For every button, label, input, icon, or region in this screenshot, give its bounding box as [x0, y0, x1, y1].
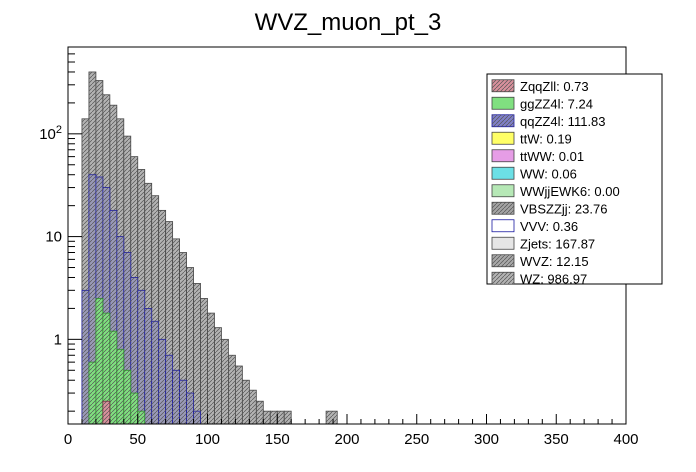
wz-bar-hatch — [277, 411, 285, 424]
legend-box — [486, 73, 663, 285]
legend-swatch-hatch — [492, 114, 514, 127]
legend-entry-label: Zjets: 167.87 — [520, 236, 595, 251]
wz-bar-hatch — [256, 401, 264, 424]
qqzz4l-bar-hatch — [81, 290, 89, 424]
wz-bar-hatch — [158, 210, 166, 424]
wz-bar-hatch — [186, 267, 194, 424]
legend-entry-label: VBSZZjj: 23.76 — [520, 201, 607, 216]
qqzz4l-bar-hatch — [109, 210, 117, 424]
x-tick-label: 150 — [265, 431, 290, 448]
ggzz4l-bar-hatch — [88, 362, 96, 424]
qqzz4l-bar-hatch — [186, 393, 194, 424]
legend-entry-label: WZ: 986.97 — [520, 271, 587, 286]
qqzz4l-bar-hatch — [172, 370, 180, 424]
qqzz4l-bar-hatch — [88, 174, 96, 424]
ggzz4l-bar-hatch — [95, 298, 103, 424]
legend-swatch-hatch — [492, 79, 514, 92]
legend-entry-label: ZqqZll: 0.73 — [520, 79, 589, 94]
legend-swatch-hatch — [492, 254, 514, 267]
histogram-bars — [81, 71, 338, 425]
x-tick-label: 400 — [613, 431, 638, 448]
ggzz4l-bar-hatch — [137, 411, 145, 424]
legend-swatch-hatch — [492, 202, 514, 215]
legend-swatch — [491, 184, 515, 198]
legend: ZqqZll: 0.73 ggZZ4l: 7.24 qqZZ4l: 111.83 tt… — [486, 73, 663, 286]
qqzz4l-bar-hatch — [123, 252, 131, 424]
wz-bar-hatch — [235, 366, 243, 424]
legend-swatch — [491, 96, 515, 110]
legend-swatch — [491, 131, 515, 145]
wz-bar-hatch — [165, 221, 173, 424]
wz-bar-hatch — [242, 380, 250, 424]
wz-bar-hatch — [263, 411, 271, 424]
legend-entry-label: WWjjEWK6: 0.00 — [520, 184, 620, 199]
legend-swatch — [491, 166, 515, 180]
legend-entry-label: ttWW: 0.01 — [520, 149, 584, 164]
x-tick-label: 350 — [544, 431, 569, 448]
wz-bar-hatch — [172, 238, 180, 424]
extra-bin-bar-hatch — [326, 411, 338, 424]
legend-entry-label: WVZ: 12.15 — [520, 254, 589, 269]
qqzz4l-bar-hatch — [165, 355, 173, 424]
y-tick-label: 10 — [45, 229, 62, 246]
qqzz4l-bar-hatch — [116, 236, 124, 424]
legend-swatch — [491, 219, 515, 233]
qqzz4l-bar-hatch — [179, 380, 187, 424]
zqqzll-bar-hatch — [102, 401, 110, 424]
legend-entry-label: VVV: 0.36 — [520, 219, 578, 234]
wz-bar-hatch — [214, 327, 222, 424]
ggzz4l-bar-hatch — [109, 331, 117, 424]
wz-bar-hatch — [221, 339, 229, 424]
y-tick-label: 1 — [54, 331, 62, 348]
wz-bar-hatch — [151, 195, 159, 424]
ggzz4l-bar-hatch — [130, 393, 138, 424]
x-tick-label: 200 — [334, 431, 359, 448]
legend-entry-label: ttW: 0.19 — [520, 131, 572, 146]
wz-bar-hatch — [200, 298, 208, 424]
y-tick-label: 102 — [39, 124, 62, 143]
wz-bar-hatch — [144, 183, 152, 424]
wz-bar-hatch — [193, 283, 201, 424]
legend-entry-label: qqZZ4l: 111.83 — [520, 114, 606, 129]
wz-bar-hatch — [270, 411, 278, 424]
x-tick-label: 250 — [404, 431, 429, 448]
axes: 0 50 100 150 200 250 300 350 400 1 10 102 — [39, 46, 639, 448]
ggzz4l-bar-hatch — [116, 349, 124, 424]
legend-entry-label: WW: 0.06 — [520, 166, 577, 181]
ggzz4l-bar-hatch — [123, 370, 131, 424]
legend-entry-label: ggZZ4l: 7.24 — [520, 96, 593, 111]
qqzz4l-bar-hatch — [151, 321, 159, 424]
qqzz4l-bar-hatch — [158, 339, 166, 424]
wz-bar-hatch — [207, 313, 215, 424]
legend-swatch-hatch — [492, 272, 514, 285]
x-tick-label: 300 — [474, 431, 499, 448]
qqzz4l-bar-hatch — [130, 277, 138, 424]
chart-title: WVZ_muon_pt_3 — [255, 9, 442, 36]
wz-bar-hatch — [284, 411, 292, 424]
wz-bar-hatch — [179, 252, 187, 424]
legend-swatch — [491, 236, 515, 250]
x-tick-label: 0 — [64, 431, 72, 448]
x-tick-label: 50 — [129, 431, 146, 448]
qqzz4l-bar-hatch — [102, 187, 110, 424]
qqzz4l-bar-hatch — [144, 308, 152, 424]
wz-bar-hatch — [228, 355, 236, 424]
qqzz4l-bar-hatch — [193, 411, 201, 424]
legend-swatch — [491, 149, 515, 163]
wz-bar-hatch — [81, 118, 89, 425]
ggzz4l-bar-hatch — [102, 313, 110, 424]
wz-bar-hatch — [249, 390, 257, 424]
qqzz4l-bar-hatch — [137, 290, 145, 424]
x-tick-label: 100 — [195, 431, 220, 448]
